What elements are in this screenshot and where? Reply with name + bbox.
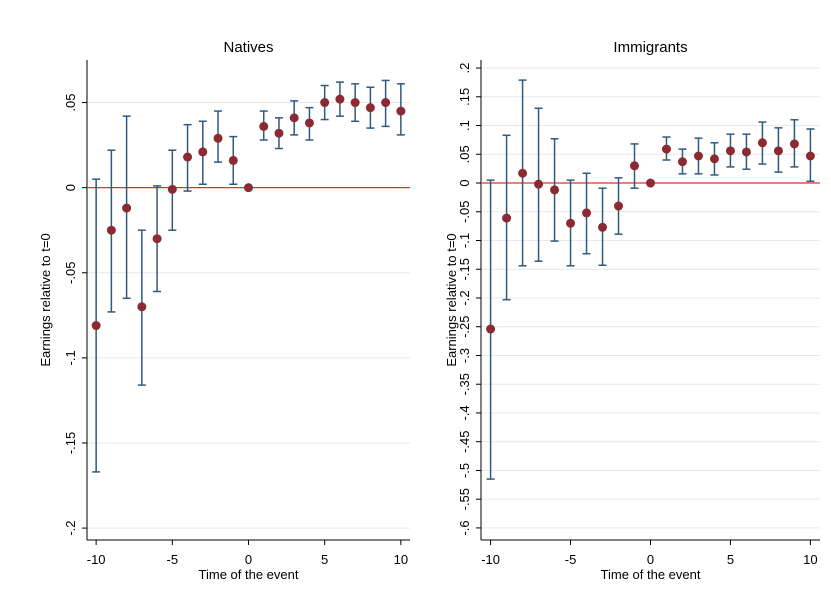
y-tick-label: -.05 [457,201,472,223]
x-tick-label: 5 [727,552,734,567]
point [534,179,544,189]
y-tick-label: -.2 [457,290,472,305]
point [213,133,223,143]
y-tick-label: -.35 [457,373,472,395]
y-tick-label: -.3 [457,348,472,363]
point [244,183,253,193]
point [630,161,640,171]
point [661,144,671,154]
point [677,157,687,167]
point [741,147,751,157]
y-tick-label: -.05 [63,262,78,284]
x-tick-label: 10 [394,552,408,567]
point [773,146,783,156]
point [335,94,345,104]
point [122,203,132,213]
point [566,218,576,228]
point [365,103,375,113]
y-tick-label: .1 [457,120,472,131]
point [152,234,162,244]
point [486,324,496,334]
y-tick-label: -.1 [63,350,78,365]
panel-title: Natives [223,39,273,56]
y-tick-label: -.25 [457,316,472,338]
y-tick-label: -.5 [457,463,472,478]
y-tick-label: .2 [457,63,472,74]
point [274,128,284,138]
point [259,121,269,131]
point [183,152,193,162]
y-tick-label: .15 [457,88,472,106]
y-tick-label: -.15 [457,258,472,280]
x-tick-label: -5 [565,552,577,567]
x-tick-label: -10 [87,552,106,567]
point [789,139,799,149]
point [693,151,703,161]
x-tick-label: 5 [321,552,328,567]
point [709,154,719,164]
point [725,146,735,156]
x-tick-label: 0 [647,552,654,567]
point [646,178,655,188]
y-tick-label: -.2 [63,520,78,535]
y-tick-label: 0 [457,179,472,186]
y-tick-label: -.55 [457,488,472,510]
point [598,222,608,232]
point [320,98,330,108]
point [502,213,512,223]
point [137,302,147,312]
x-tick-label: -10 [481,552,500,567]
point [396,106,406,116]
y-tick-label: .05 [63,94,78,112]
point [582,208,592,218]
y-axis-label: Earnings relative to t=0 [444,233,459,366]
point [106,225,116,235]
x-axis-label: Time of the event [601,567,701,582]
point [518,168,528,178]
x-tick-label: -5 [167,552,179,567]
point [228,155,238,165]
y-tick-label: .05 [457,145,472,163]
point [381,98,391,108]
y-axis-label: Earnings relative to t=0 [38,233,53,366]
y-tick-label: -.4 [457,405,472,420]
point [91,321,101,331]
y-tick-label: -.45 [457,430,472,452]
point [550,185,560,195]
point [198,147,208,157]
y-tick-label: 0 [63,184,78,191]
y-tick-label: -.1 [457,233,472,248]
point [350,98,360,108]
x-tick-label: 0 [245,552,252,567]
point [304,118,314,128]
point [289,113,299,123]
y-tick-label: -.6 [457,520,472,535]
point [614,201,624,211]
point [757,138,767,148]
point [805,151,815,161]
point [167,184,177,194]
x-axis-label: Time of the event [199,567,299,582]
panel-title: Immigrants [613,39,687,56]
x-tick-label: 10 [803,552,817,567]
y-tick-label: -.15 [63,432,78,454]
